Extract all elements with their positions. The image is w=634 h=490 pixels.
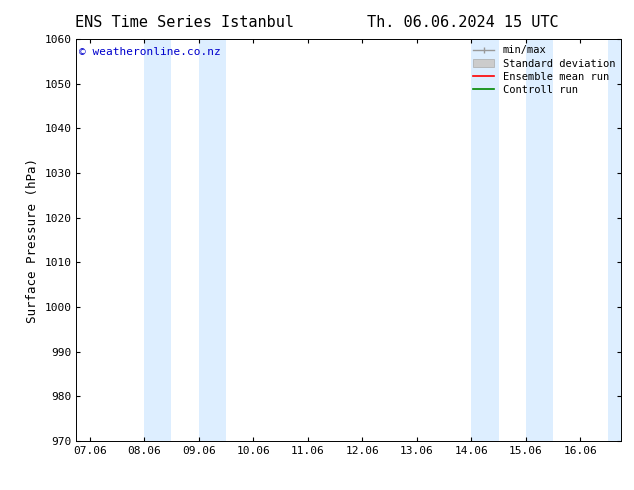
Y-axis label: Surface Pressure (hPa): Surface Pressure (hPa)	[25, 158, 39, 322]
Text: ENS Time Series Istanbul        Th. 06.06.2024 15 UTC: ENS Time Series Istanbul Th. 06.06.2024 …	[75, 15, 559, 30]
Bar	[607, 39, 634, 441]
Text: © weatheronline.co.nz: © weatheronline.co.nz	[79, 47, 221, 57]
Bar	[144, 39, 171, 441]
Bar	[471, 39, 498, 441]
Legend: min/max, Standard deviation, Ensemble mean run, Controll run: min/max, Standard deviation, Ensemble me…	[469, 41, 619, 99]
Bar	[198, 39, 226, 441]
Bar	[526, 39, 553, 441]
